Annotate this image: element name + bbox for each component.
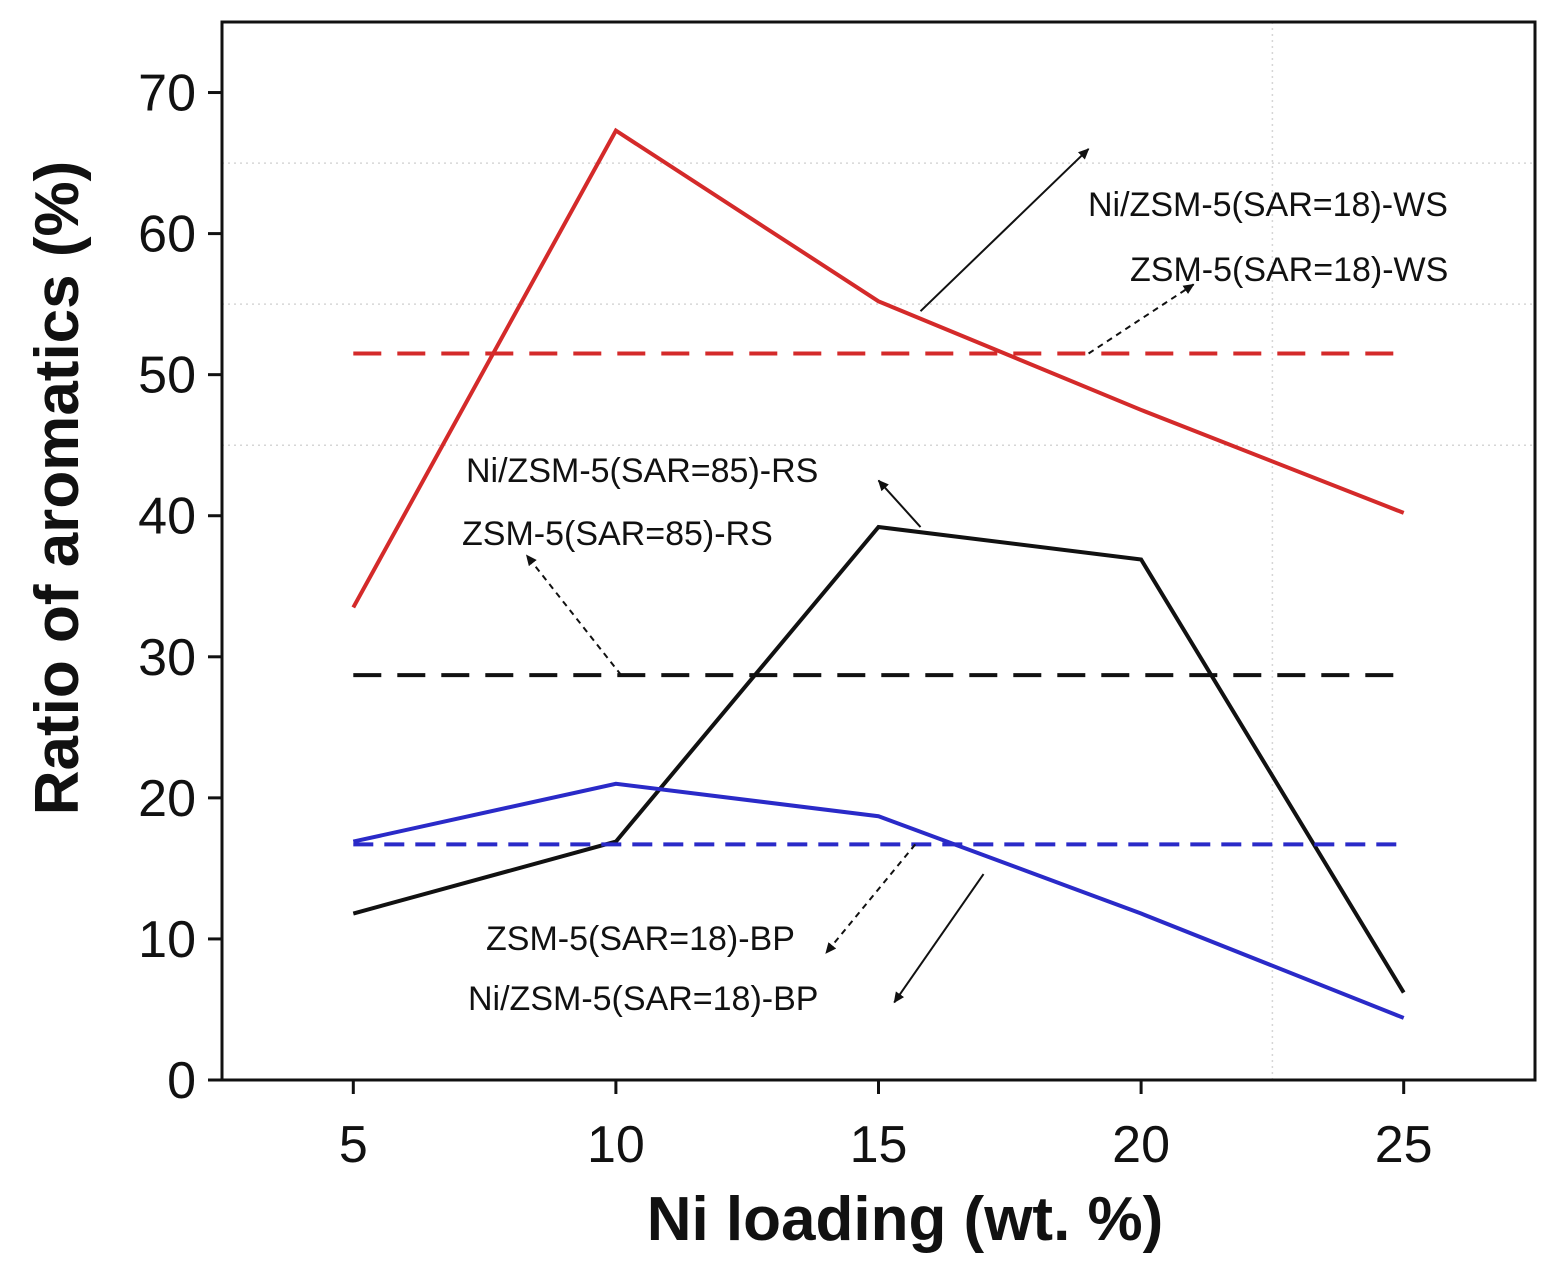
x-tick-label: 25 <box>1375 1116 1433 1174</box>
data-point-zsm-5-sar-85-rs-0 <box>351 673 355 677</box>
x-axis-title: Ni loading (wt. %) <box>647 1185 1164 1254</box>
data-point-zsm-5-sar-85-rs-3 <box>1139 673 1143 677</box>
data-point-ni-zsm-5-sar-18-ws-3 <box>1139 408 1143 412</box>
annotation-label-zsm-5-sar-18-bp: ZSM-5(SAR=18)-BP <box>486 920 795 958</box>
data-point-ni-zsm-5-sar-18-ws-0 <box>351 605 355 609</box>
data-point-ni-zsm-5-sar-18-ws-1 <box>614 129 618 133</box>
y-tick-label: 0 <box>167 1052 196 1110</box>
series-lines <box>351 127 1406 1020</box>
data-point-zsm-5-sar-18-bp-3 <box>1139 842 1143 846</box>
y-axis: 0 10 20 30 40 50 60 70 <box>138 65 222 1110</box>
data-point-zsm-5-sar-18-bp-4 <box>1402 842 1406 846</box>
annotation-arrow-zsm-5-sar-18-bp <box>825 843 917 954</box>
data-point-ni-zsm-5-sar-85-rs-4 <box>1402 991 1406 995</box>
data-point-ni-zsm-5-sar-18-bp-2 <box>877 814 881 818</box>
annotation-label-zsm-5-sar-85-rs: ZSM-5(SAR=85)-RS <box>462 515 773 553</box>
data-point-ni-zsm-5-sar-18-bp-1 <box>614 782 618 786</box>
annotation-arrows: Ni/ZSM-5(SAR=18)-WS ZSM-5(SAR=18)-WS Ni/ZS… <box>462 148 1448 1018</box>
data-point-ni-zsm-5-sar-85-rs-0 <box>351 912 355 916</box>
data-point-ni-zsm-5-sar-18-ws-2 <box>877 299 881 303</box>
x-tick-label: 15 <box>850 1116 908 1174</box>
x-tick-label: 20 <box>1112 1116 1170 1174</box>
gridlines <box>222 22 1535 1080</box>
data-point-zsm-5-sar-18-bp-0 <box>351 842 355 846</box>
annotation-label-ni-zsm-5-sar-85-rs: Ni/ZSM-5(SAR=85)-RS <box>466 452 818 490</box>
data-point-zsm-5-sar-18-ws-2 <box>877 352 881 356</box>
annotation-arrow-zsm-5-sar-18-ws <box>1088 283 1195 355</box>
y-tick-label: 60 <box>138 206 196 264</box>
annotation-label-zsm-5-sar-18-ws: ZSM-5(SAR=18)-WS <box>1130 251 1448 289</box>
data-point-ni-zsm-5-sar-18-bp-4 <box>1402 1016 1406 1020</box>
plot-frame <box>220 20 1537 1082</box>
annotation-label-ni-zsm-5-sar-18-bp: Ni/ZSM-5(SAR=18)-BP <box>468 980 818 1018</box>
annotation-arrow-ni-zsm-5-sar-18-bp <box>893 873 985 1004</box>
series-line-ni-zsm-5-sar-18-bp <box>352 781 1405 1020</box>
data-point-ni-zsm-5-sar-18-ws-4 <box>1402 511 1406 515</box>
x-tick-label: 10 <box>587 1116 645 1174</box>
y-tick-label: 30 <box>138 629 196 687</box>
data-point-zsm-5-sar-18-ws-0 <box>351 352 355 356</box>
series-line-ni-zsm-5-sar-18-ws <box>351 127 1405 609</box>
y-tick-label: 50 <box>138 347 196 405</box>
data-point-zsm-5-sar-18-ws-4 <box>1402 352 1406 356</box>
series-line-ni-zsm-5-sar-85-rs <box>352 524 1406 994</box>
annotation-arrow-ni-zsm-5-sar-85-rs <box>877 479 922 528</box>
data-point-zsm-5-sar-18-ws-1 <box>614 352 618 356</box>
data-point-zsm-5-sar-85-rs-1 <box>614 673 618 677</box>
data-point-ni-zsm-5-sar-18-bp-3 <box>1139 912 1143 916</box>
data-point-zsm-5-sar-18-ws-3 <box>1139 352 1143 356</box>
annotation-label-ni-zsm-5-sar-18-ws: Ni/ZSM-5(SAR=18)-WS <box>1088 186 1448 224</box>
annotation-arrow-ni-zsm-5-sar-18-ws <box>919 148 1090 312</box>
data-point-zsm-5-sar-18-bp-1 <box>614 842 618 846</box>
data-point-ni-zsm-5-sar-85-rs-3 <box>1139 557 1143 561</box>
y-tick-label: 70 <box>138 65 196 123</box>
data-point-zsm-5-sar-18-bp-2 <box>877 842 881 846</box>
data-point-zsm-5-sar-85-rs-4 <box>1402 673 1406 677</box>
y-axis-title: Ratio of aromatics (%) <box>23 161 92 816</box>
y-tick-label: 20 <box>138 770 196 828</box>
data-point-ni-zsm-5-sar-85-rs-2 <box>877 525 881 529</box>
x-tick-label: 5 <box>339 1116 368 1174</box>
y-tick-label: 40 <box>138 488 196 546</box>
x-axis: 5 10 15 20 25 <box>339 1080 1433 1174</box>
annotation-arrow-zsm-5-sar-85-rs <box>525 554 622 676</box>
data-point-zsm-5-sar-85-rs-2 <box>877 673 881 677</box>
y-tick-label: 10 <box>138 911 196 969</box>
